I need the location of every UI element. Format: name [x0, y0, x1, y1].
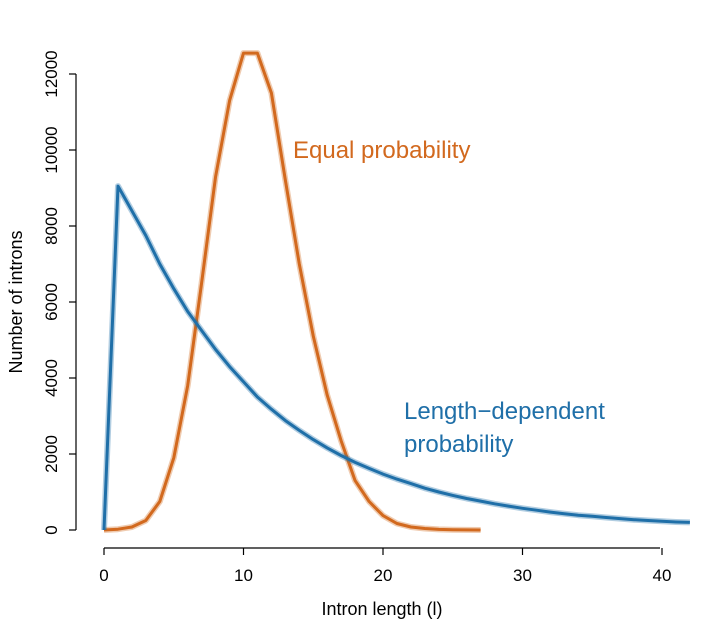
- series-line-halo-0: [103, 50, 481, 533]
- y-tick-label: 2000: [42, 435, 61, 473]
- x-ticks: 0 10 20 30 40: [99, 548, 671, 585]
- x-tick-label: 10: [234, 566, 253, 585]
- y-tick-label: 10000: [42, 126, 61, 173]
- y-tick-label: 6000: [42, 283, 61, 321]
- series-lines: [101, 50, 690, 533]
- annotation-equal-probability: Equal probability: [293, 137, 470, 164]
- x-tick-label: 30: [513, 566, 532, 585]
- y-tick-label: 12000: [42, 50, 61, 97]
- series-line-0: [103, 51, 481, 532]
- x-tick-label: 0: [99, 566, 108, 585]
- y-axis-title: Number of introns: [6, 230, 26, 373]
- x-axis-title: Intron length (l): [321, 599, 442, 619]
- y-tick-label: 0: [42, 525, 61, 534]
- series-line-1: [102, 184, 690, 531]
- y-tick-label: 4000: [42, 359, 61, 397]
- annotation-length-dependent: Length−dependent: [404, 398, 605, 425]
- y-ticks: 0 2000 4000 6000 8000 10000 12000: [42, 50, 76, 535]
- x-tick-label: 20: [374, 566, 393, 585]
- x-tick-label: 40: [653, 566, 672, 585]
- annotation-probability: probability: [404, 431, 513, 458]
- y-tick-label: 8000: [42, 207, 61, 245]
